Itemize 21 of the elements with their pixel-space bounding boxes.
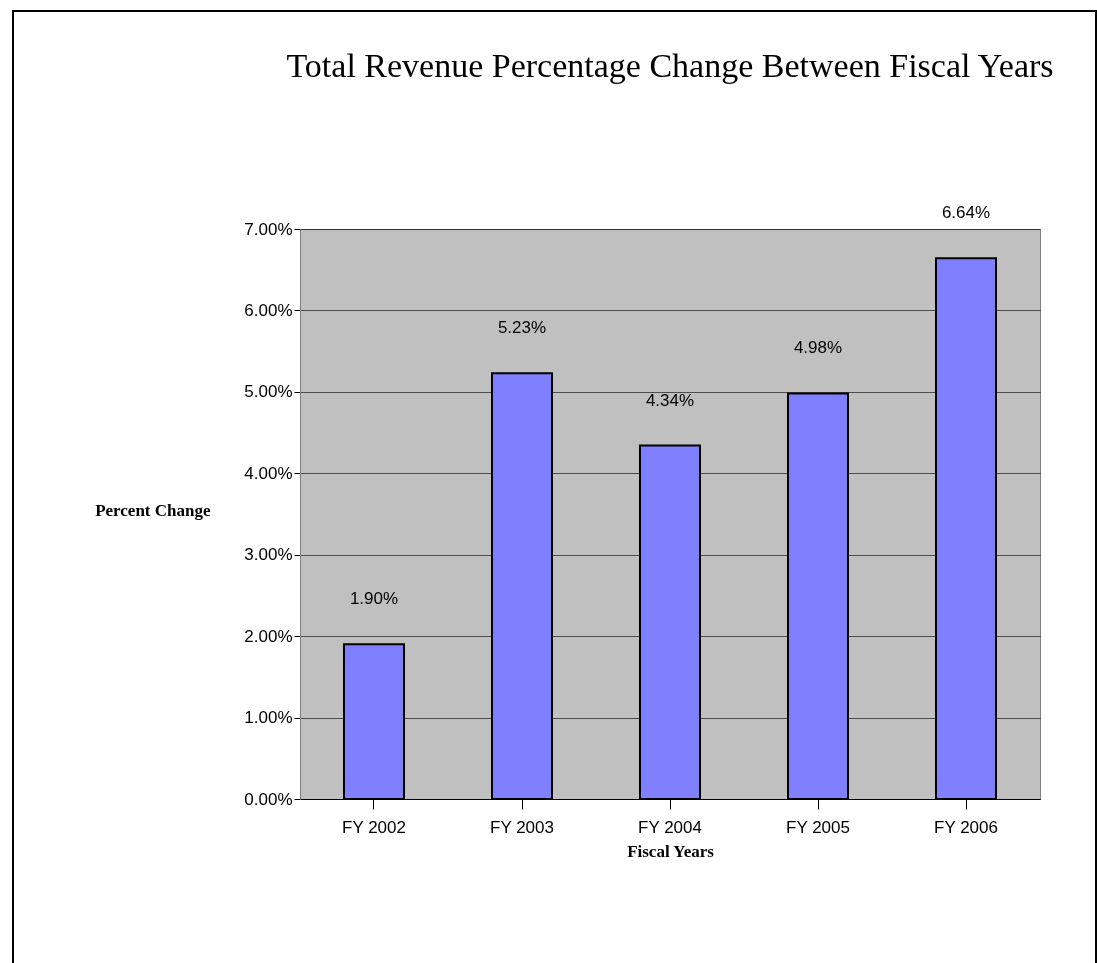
y-tick-label: 3.00% (244, 545, 293, 565)
x-tick-label: FY 2002 (342, 817, 406, 837)
data-label: 4.34% (645, 390, 695, 410)
x-tick-label: FY 2005 (786, 817, 850, 837)
y-tick-label: 0.00% (244, 789, 293, 809)
x-tick-label: FY 2006 (934, 817, 998, 837)
y-tick-label: 7.00% (244, 219, 293, 239)
y-tick-label: 5.00% (244, 382, 293, 402)
data-label: 1.90% (349, 589, 399, 609)
data-label: 6.64% (941, 203, 991, 223)
y-tick-label: 6.00% (244, 300, 293, 320)
chart-title: Total Revenue Percentage Change Between Fiscal Years (286, 47, 1054, 85)
y-tick-label: 1.00% (244, 708, 293, 728)
data-label: 4.98% (793, 338, 843, 358)
x-tick-label: FY 2003 (490, 817, 554, 837)
data-label: 5.23% (497, 318, 547, 338)
x-axis-title: Fiscal Years (627, 841, 715, 861)
x-tick-label: FY 2004 (638, 817, 702, 837)
y-tick-label: 2.00% (244, 626, 293, 646)
y-tick-label: 4.00% (244, 463, 293, 483)
y-axis-title: Percent Change (95, 500, 211, 520)
